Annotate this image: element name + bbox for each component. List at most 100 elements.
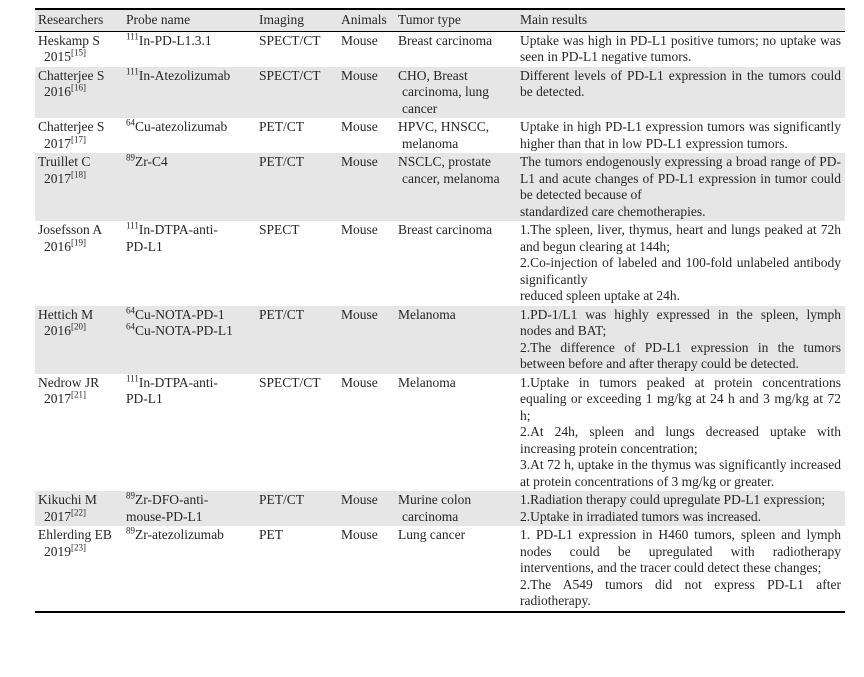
main-results-cell: 1.PD-1/L1 was highly expressed in the sp… xyxy=(517,306,845,374)
researcher-name: Hettich M xyxy=(38,306,94,322)
result-item: reduced spleen uptake at 24h. xyxy=(520,288,681,303)
probe-cell: 64Cu-atezolizumab xyxy=(123,118,256,153)
reference-superscript: [17] xyxy=(71,134,86,144)
probe-cell: 111In-DTPA-anti- PD-L1 xyxy=(123,374,256,492)
result-item: 1. PD-L1 expression in H460 tumors, sple… xyxy=(520,527,841,575)
result-item: 1.The spleen, liver, thymus, heart and l… xyxy=(520,222,841,254)
table-row: Heskamp S 2015[15] 111In-PD-L1.3.1 SPECT/CT… xyxy=(35,31,845,67)
tumor-type-cell: Breast carcinoma xyxy=(398,222,493,237)
result-item: 2.Co-injection of labeled and 100-fold u… xyxy=(520,255,841,287)
imaging-cell: SPECT xyxy=(259,222,300,237)
tumor-type-cell: Melanoma xyxy=(398,306,456,322)
researcher-cell: Nedrow JR 2017[21] xyxy=(35,374,123,492)
probe-name: 111In-DTPA-anti- xyxy=(126,220,218,237)
column-header-tumor-type: Tumor type xyxy=(395,8,517,32)
result-item: Uptake in high PD-L1 expression tumors w… xyxy=(520,119,841,151)
imaging-cell: PET/CT xyxy=(259,492,305,507)
result-item: Different levels of PD-L1 expression in … xyxy=(520,67,841,100)
isotope-superscript: 64 xyxy=(126,305,135,315)
animals-cell: Mouse xyxy=(341,32,378,48)
isotope-superscript: 111 xyxy=(126,220,139,231)
researcher-year: 2017[17] xyxy=(44,134,86,151)
researcher-name: Truillet C xyxy=(38,154,91,169)
animals-cell: Mouse xyxy=(341,527,378,542)
tumor-type-cell: Lung cancer xyxy=(398,527,466,542)
reference-superscript: [19] xyxy=(71,237,86,247)
probe-cell: 89Zr-atezolizumab xyxy=(123,526,256,612)
probe-name: mouse-PD-L1 xyxy=(126,508,203,524)
animals-cell: Mouse xyxy=(341,119,378,134)
isotope-superscript: 64 xyxy=(126,117,135,128)
result-item: 2.At 24h, spleen and lungs decreased upt… xyxy=(520,424,841,456)
animals-cell: Mouse xyxy=(341,374,378,390)
researcher-year: 2017[18] xyxy=(44,169,86,186)
probe-cell: 111In-PD-L1.3.1 xyxy=(123,31,256,67)
researcher-cell: Chatterjee S 2016[16] xyxy=(35,67,123,119)
reference-superscript: [16] xyxy=(71,82,86,93)
researcher-year: 2016[20] xyxy=(44,321,86,338)
column-header-main-results: Main results xyxy=(517,8,845,32)
table-row: Kikuchi M 2017[22] 89Zr-DFO-anti-mouse-PD-… xyxy=(35,491,845,526)
isotope-superscript: 89 xyxy=(126,525,135,536)
probe-name: 111In-PD-L1.3.1 xyxy=(126,31,212,48)
tumor-type-cell: Breast carcinoma xyxy=(398,32,493,48)
table-row: Chatterjee S 2016[16] 111In-Atezolizumab SP… xyxy=(35,66,845,119)
researcher-year: 2017[21] xyxy=(44,389,86,406)
result-item: 3.At 72 h, uptake in the thymus was sign… xyxy=(520,457,841,489)
table-row: Nedrow JR 2017[21] 111In-DTPA-anti- PD-L1 SP… xyxy=(35,374,845,492)
tumor-type-cell: Melanoma xyxy=(398,374,456,390)
probe-cell: 64Cu-NOTA-PD-1 64Cu-NOTA-PD-L1 xyxy=(123,306,256,374)
reference-superscript: [23] xyxy=(71,542,86,552)
imaging-cell: SPECT/CT xyxy=(259,374,321,390)
isotope-superscript: 111 xyxy=(126,373,139,383)
table-row: Truillet C 2017[18] 89Zr-C4 PET/CT Mouse NSCL… xyxy=(35,153,845,221)
tumor-type-cell: HPVC, HNSCC, melanoma xyxy=(398,119,490,151)
probe-name: 64Cu-NOTA-PD-L1 xyxy=(126,321,233,338)
imaging-cell: PET xyxy=(259,527,284,542)
probe-name: 89Zr-DFO-anti- xyxy=(126,490,209,507)
tumor-type-cell: CHO, Breast carcinoma, lung cancer xyxy=(398,67,489,116)
result-item: 1.Radiation therapy could upregulate PD-… xyxy=(520,492,826,507)
imaging-cell: PET/CT xyxy=(259,119,305,134)
tumor-type-cell: NSCLC, prostate cancer, melanoma xyxy=(398,154,500,186)
tumor-type-cell: Murine colon carcinoma xyxy=(398,492,472,524)
result-item: 1.Uptake in tumors peaked at protein con… xyxy=(520,374,841,423)
probe-name: 89Zr-atezolizumab xyxy=(126,525,224,542)
probe-name: 111In-Atezolizumab xyxy=(126,66,231,83)
imaging-cell: SPECT/CT xyxy=(259,32,321,48)
main-results-cell: 1.Uptake in tumors peaked at protein con… xyxy=(517,374,845,492)
researcher-cell: Kikuchi M 2017[22] xyxy=(35,491,123,526)
probe-name: 64Cu-atezolizumab xyxy=(126,117,228,134)
result-item: The tumors endogenously expressing a bro… xyxy=(520,154,841,202)
column-header-probe-name: Probe name xyxy=(123,8,256,32)
researcher-year: 2016[16] xyxy=(44,82,86,99)
probe-cell: 89Zr-C4 xyxy=(123,153,256,221)
result-item: 2.The difference of PD-L1 expression in … xyxy=(520,339,841,372)
animals-cell: Mouse xyxy=(341,306,378,322)
researcher-name: Josefsson A xyxy=(38,222,103,237)
probe-name: PD-L1 xyxy=(126,238,163,254)
probe-name: 111In-DTPA-anti- xyxy=(126,373,218,390)
result-item: standardized care chemotherapies. xyxy=(520,203,706,219)
reference-superscript: [15] xyxy=(71,47,86,58)
result-item: Uptake was high in PD-L1 positive tumors… xyxy=(520,32,841,65)
studies-table-container: Researchers Probe name Imaging Animals T… xyxy=(35,8,845,613)
reference-superscript: [22] xyxy=(71,507,86,517)
imaging-cell: SPECT/CT xyxy=(259,67,321,83)
main-results-cell: 1.The spleen, liver, thymus, heart and l… xyxy=(517,221,845,306)
researcher-name: Ehlerding EB xyxy=(38,527,112,542)
researcher-name: Chatterjee S xyxy=(38,119,105,134)
researcher-name: Nedrow JR xyxy=(38,374,100,390)
reference-superscript: [21] xyxy=(71,389,86,400)
isotope-superscript: 111 xyxy=(126,66,139,76)
animals-cell: Mouse xyxy=(341,154,378,169)
probe-name: PD-L1 xyxy=(126,391,163,406)
researcher-cell: Chatterjee S 2017[17] xyxy=(35,118,123,153)
animals-cell: Mouse xyxy=(341,492,378,507)
researcher-cell: Josefsson A 2016[19] xyxy=(35,221,123,306)
researcher-year: 2016[19] xyxy=(44,237,86,254)
column-header-researchers: Researchers xyxy=(35,8,123,32)
animals-cell: Mouse xyxy=(341,222,378,237)
main-results-cell: The tumors endogenously expressing a bro… xyxy=(517,153,845,221)
researcher-cell: Truillet C 2017[18] xyxy=(35,153,123,221)
